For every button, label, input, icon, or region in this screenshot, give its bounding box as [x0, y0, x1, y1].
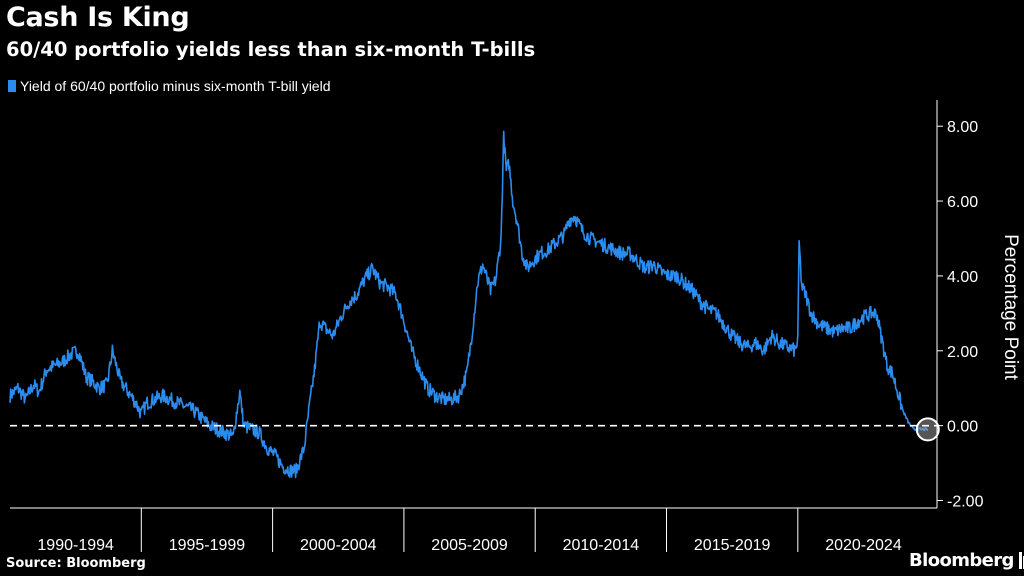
legend-label: Yield of 60/40 portfolio minus six-month… — [20, 78, 331, 94]
y-tick-label: 4.00 — [947, 269, 978, 286]
y-tick-label: 2.00 — [947, 344, 978, 361]
brand-mark-icon — [1018, 552, 1024, 569]
source-note: Source: Bloomberg — [6, 556, 146, 571]
y-axis-label: Percentage Point — [1000, 234, 1021, 380]
series-line — [9, 130, 929, 479]
y-tick-label: 6.00 — [947, 194, 978, 211]
x-tick-label: 2005-2009 — [431, 537, 508, 554]
legend: Yield of 60/40 portfolio minus six-month… — [8, 78, 330, 94]
y-tick-label: 0.00 — [947, 419, 978, 436]
latest-value-marker — [915, 417, 940, 442]
chart-title: Cash Is King — [6, 2, 190, 33]
x-tick-label: 1990-1994 — [37, 537, 114, 554]
x-tick-label: 2015-2019 — [694, 537, 771, 554]
x-tick-label: 1995-1999 — [169, 537, 246, 554]
series-layer — [9, 130, 940, 479]
legend-swatch — [8, 80, 16, 92]
x-tick-label: 2000-2004 — [300, 537, 377, 554]
chart-subtitle: 60/40 portfolio yields less than six-mon… — [6, 38, 536, 61]
y-tick-label: -2.00 — [947, 494, 984, 511]
brand-logo: Bloomberg — [909, 550, 1024, 571]
brand-name: Bloomberg — [909, 550, 1014, 571]
x-tick-label: 2010-2014 — [563, 537, 640, 554]
x-tick-label: 2020-2024 — [825, 537, 902, 554]
y-tick-label: 8.00 — [947, 119, 978, 136]
axis-layer: 8.00 6.00 4.00 2.00 0.00 -2.00 1990-1994 1995-1… — [10, 100, 984, 554]
